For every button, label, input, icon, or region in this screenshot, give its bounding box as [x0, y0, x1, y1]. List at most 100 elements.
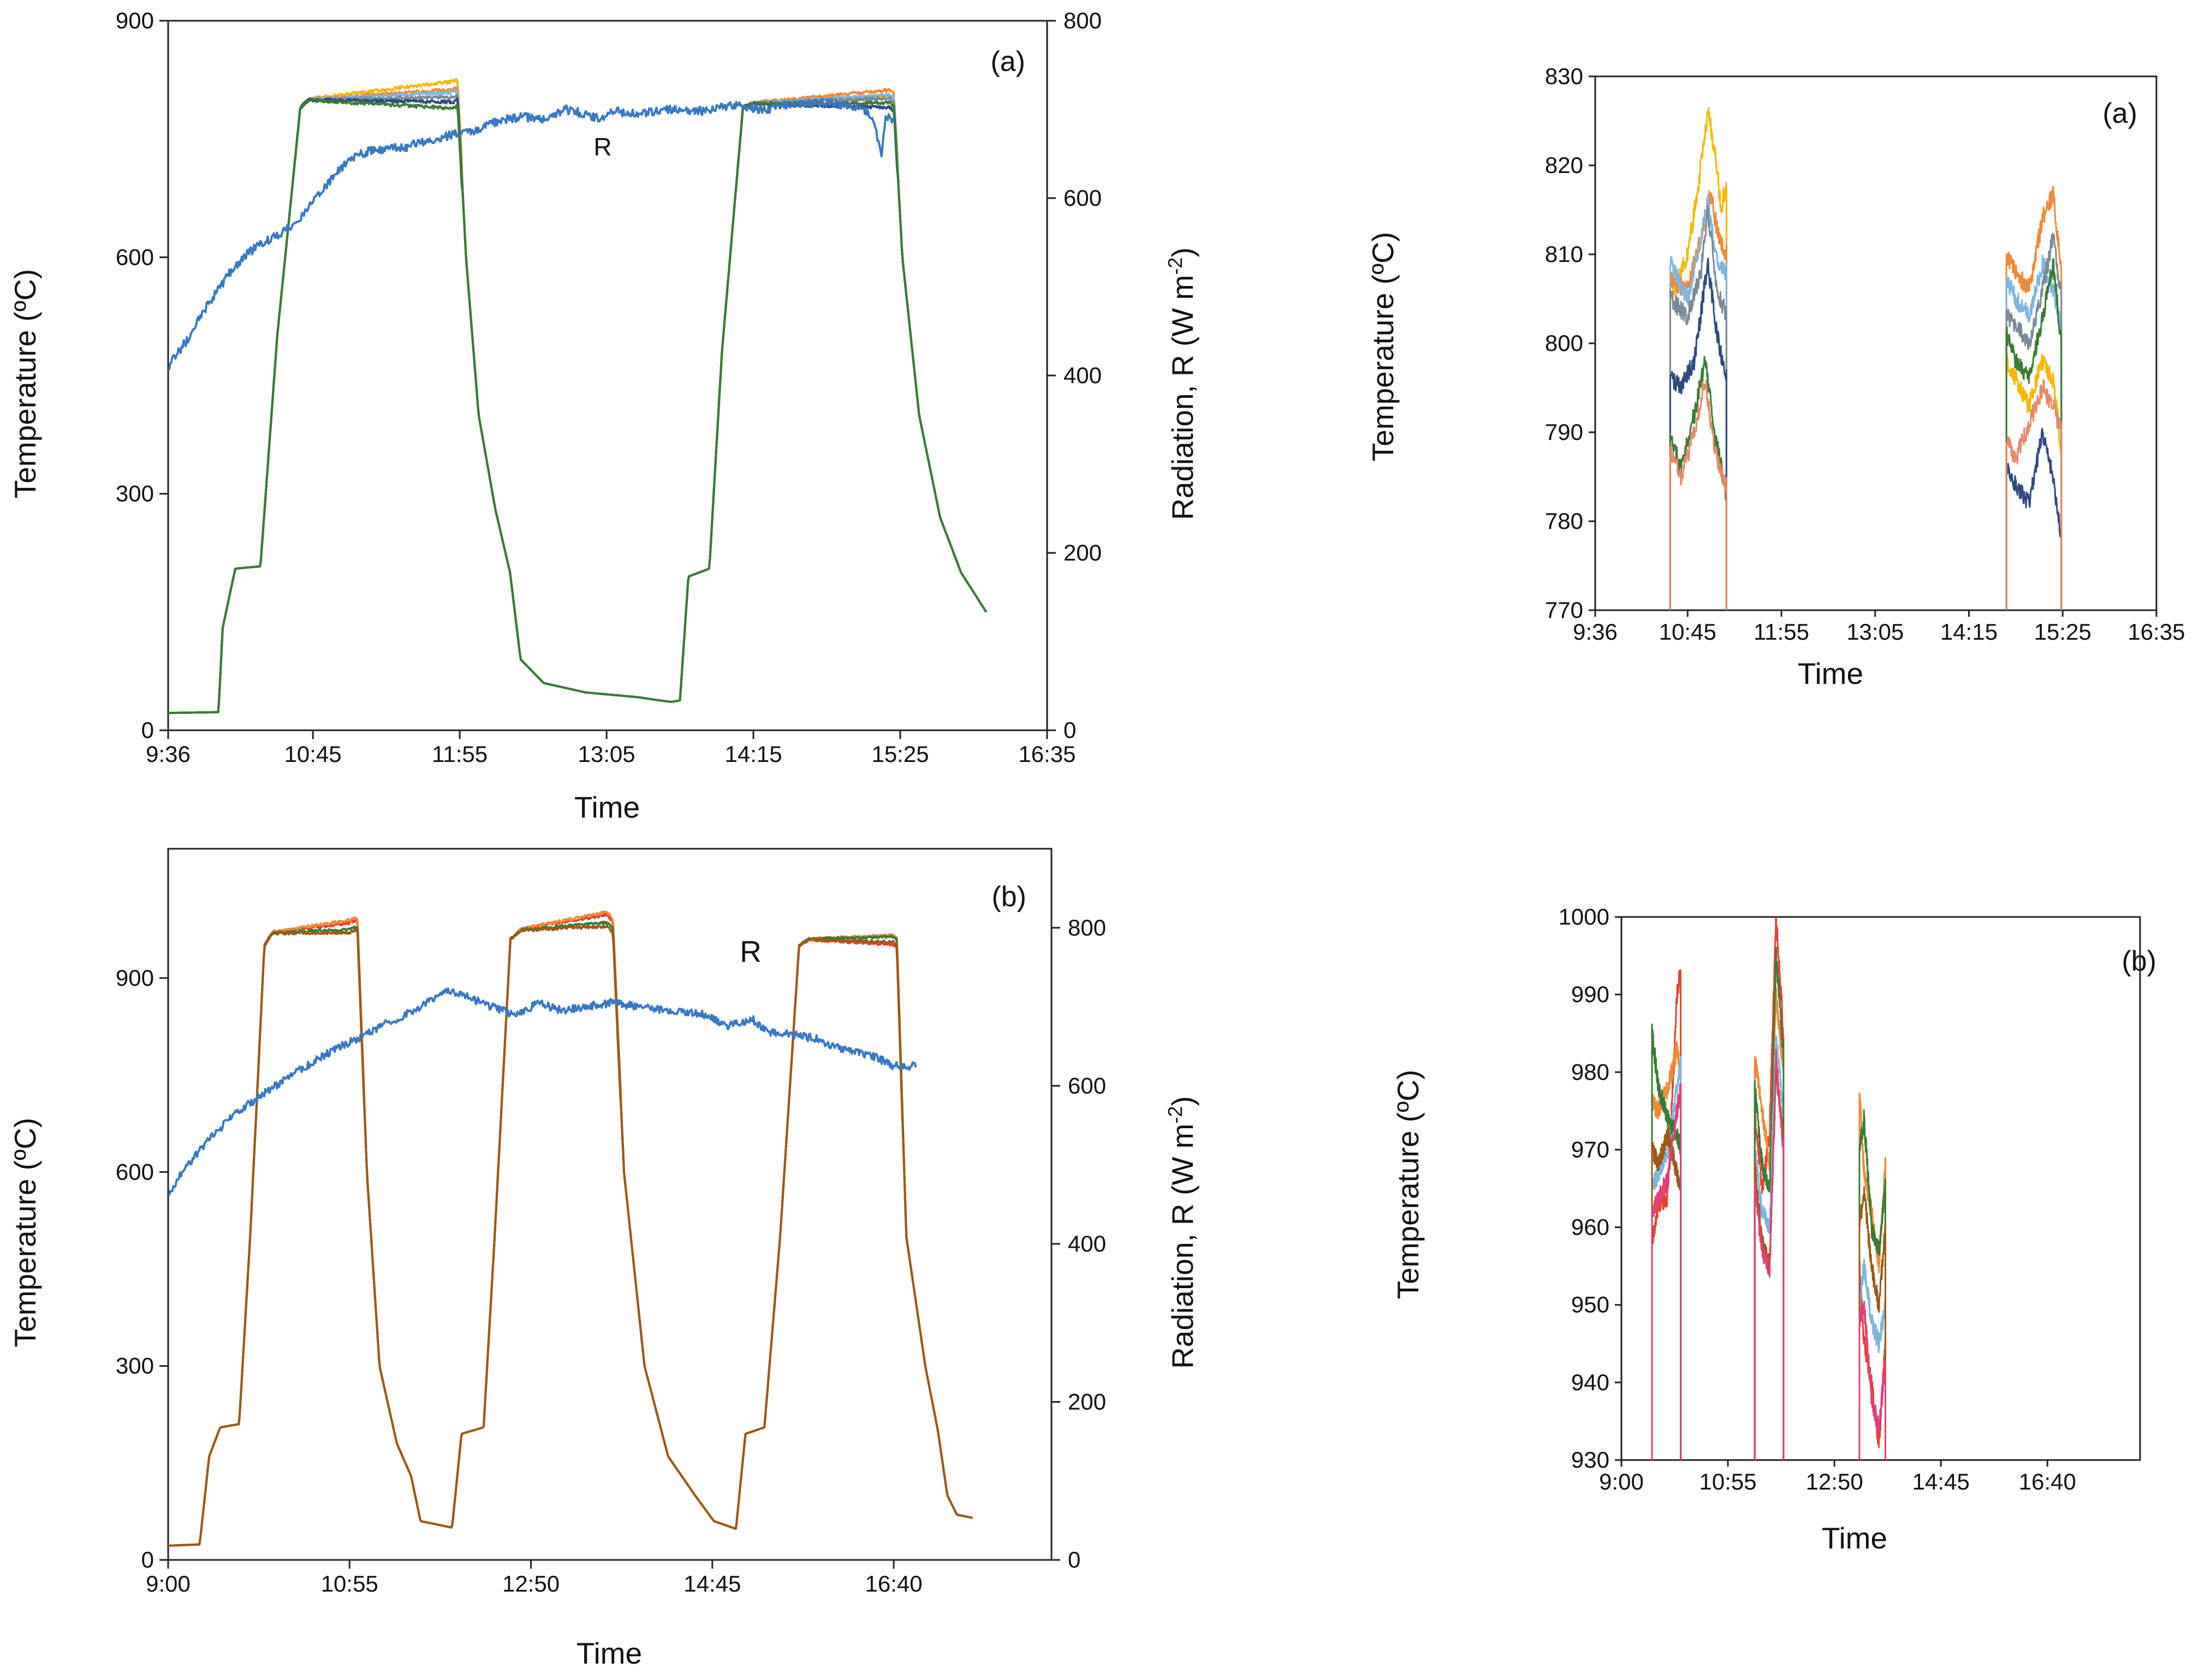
a-zoom-ytick-label: 790	[1545, 419, 1583, 445]
b-main-y2tick-label: 400	[1068, 1231, 1106, 1256]
a-zoom-series-line-lightblue	[1669, 194, 2063, 610]
a-main-ytick-label: 600	[116, 244, 154, 270]
a-zoom-ytick-label: 770	[1545, 597, 1583, 623]
a-zoom-xtick-label: 16:35	[2127, 619, 2185, 645]
b-zoom-ytick-label: 970	[1571, 1136, 1609, 1162]
b-main-y2label: Radiation, R (W m-2)	[1164, 1096, 1199, 1369]
b-main-marks: 9:00 10:55 12:50 14:45 16:40 0 300 600 900 0 200 40…	[116, 848, 1106, 1596]
a-zoom-ytick-label: 820	[1545, 152, 1583, 178]
a-zoom-series-line-navy	[1669, 257, 2063, 610]
b-zoom-xtick-label: 12:50	[1806, 1469, 1863, 1494]
chart-a-zoom: Time Temperature (ºC) (a)	[1366, 98, 2137, 690]
b-zoom-xtick-label: 10:55	[1699, 1469, 1757, 1494]
b-zoom-series-line-lightblue	[1651, 1035, 1886, 1460]
b-main-y2label-close: )	[1166, 1096, 1199, 1106]
a-zoom-ytick-label: 800	[1545, 330, 1583, 356]
b-main-radiation-line	[168, 987, 917, 1197]
a-zoom-ytick-label: 830	[1545, 63, 1583, 89]
b-zoom-xtick-label: 9:00	[1599, 1469, 1644, 1494]
a-zoom-series-group	[1669, 107, 2063, 610]
chart-b-main: Time Temperature (ºC) Radiation, R (W m-…	[8, 881, 1199, 1670]
b-main-ylabel: Temperature (ºC)	[8, 1118, 42, 1347]
a-zoom-xtick-label: 11:55	[1754, 619, 1809, 645]
b-main-temperature-line-brown	[168, 924, 973, 1547]
a-main-y2tick-label: 400	[1063, 362, 1102, 388]
a-main-y2tick-label: 800	[1063, 8, 1102, 33]
a-zoom-ylabel: Temperature (ºC)	[1366, 232, 1400, 461]
a-main-xtick-label: 16:35	[1018, 741, 1075, 767]
b-zoom-ytick-label: 960	[1571, 1214, 1609, 1240]
a-zoom-series-line-salmon	[1669, 379, 2063, 610]
b-zoom-ytick-label: 930	[1571, 1447, 1609, 1473]
a-main-ylabel: Temperature (ºC)	[8, 269, 42, 498]
b-zoom-ytick-label: 1000	[1559, 904, 1609, 930]
b-zoom-ytick-label: 940	[1571, 1369, 1609, 1395]
b-main-panel-label: (b)	[991, 881, 1026, 913]
a-zoom-ytick-label: 810	[1545, 241, 1583, 267]
b-main-ytick-label: 600	[116, 1159, 154, 1184]
b-main-y2tick-label: 600	[1068, 1073, 1106, 1098]
a-main-series-group	[168, 78, 988, 714]
chart-a-main: Time Temperature (ºC) Radiation, R (W m-…	[8, 46, 1199, 824]
b-zoom-ytick-label: 990	[1571, 981, 1609, 1007]
b-zoom-ytick-label: 950	[1571, 1292, 1609, 1318]
a-main-y2tick-label: 200	[1063, 540, 1102, 565]
a-main-marks: 9:36 10:45 11:55 13:05 14:15 15:25 16:35030060…	[116, 8, 1102, 767]
b-zoom-ytick-label: 980	[1571, 1059, 1609, 1085]
b-main-y2label-main: Radiation, R (W m	[1166, 1124, 1199, 1369]
a-main-xlabel: Time	[574, 790, 640, 824]
b-zoom-xlabel: Time	[1822, 1521, 1887, 1555]
a-main-y2label-close: )	[1166, 247, 1199, 257]
a-main-radiation-line	[168, 98, 895, 371]
b-main-plot-frame	[167, 848, 1053, 1561]
b-zoom-xtick-label: 14:45	[1912, 1469, 1970, 1494]
a-zoom-series-line-yellow	[1669, 107, 2063, 610]
a-main-ytick-label: 300	[116, 481, 154, 507]
b-zoom-ylabel: Temperature (ºC)	[1391, 1070, 1425, 1299]
b-main-y2tick-label: 800	[1068, 915, 1106, 940]
b-main-ytick-label: 0	[141, 1547, 154, 1572]
b-main-xtick-label: 16:40	[865, 1571, 923, 1596]
a-main-ytick-label: 0	[141, 717, 154, 743]
b-main-ytick-label: 900	[116, 965, 154, 991]
a-main-xtick-label: 15:25	[871, 741, 929, 767]
b-main-y2tick-label: 0	[1068, 1547, 1080, 1572]
b-zoom-xtick-label: 16:40	[2019, 1469, 2076, 1494]
a-main-y2label-main: Radiation, R (W m	[1166, 275, 1199, 520]
b-main-y2label-sup: -2	[1164, 1106, 1186, 1124]
a-main-y2tick-label: 0	[1063, 717, 1076, 743]
a-main-xtick-label: 11:55	[432, 741, 488, 767]
a-zoom-xtick-label: 9:36	[1573, 619, 1618, 645]
b-zoom-series-line-green	[1651, 946, 1886, 1460]
a-zoom-ytick-label: 780	[1545, 508, 1583, 534]
a-zoom-xlabel: Time	[1798, 657, 1863, 690]
a-main-xtick-label: 13:05	[578, 741, 635, 767]
b-main-xtick-label: 14:45	[684, 1571, 741, 1596]
chart-b-zoom: Time Temperature (ºC) (b)	[1391, 945, 2156, 1555]
b-zoom-series-line-pink	[1651, 1048, 1886, 1460]
a-main-panel-label: (a)	[990, 46, 1025, 78]
a-zoom-panel-label: (a)	[2102, 98, 2137, 129]
b-main-series-group	[168, 910, 973, 1547]
a-zoom-series-line-gray	[1669, 205, 2063, 610]
b-main-xtick-label: 10:55	[321, 1571, 378, 1596]
a-zoom-xtick-label: 10:45	[1659, 619, 1716, 645]
b-zoom-marks: 9:00 10:55 12:50 14:45 16:40 930 940 950 960 970 9…	[1559, 904, 2141, 1494]
b-main-xtick-label: 9:00	[146, 1571, 191, 1596]
b-main-xlabel: Time	[577, 1636, 642, 1670]
a-zoom-marks: 9:36 10:45 11:55 13:05 14:15 15:25 16:35 770 780…	[1545, 63, 2185, 645]
a-zoom-xtick-label: 13:05	[1846, 619, 1904, 645]
b-main-xtick-label: 12:50	[502, 1571, 560, 1596]
a-zoom-xtick-label: 14:15	[1940, 619, 1998, 645]
a-main-ytick-label: 900	[116, 8, 154, 33]
a-main-y2label-sup: -2	[1164, 258, 1186, 275]
b-main-annotation: R	[740, 934, 762, 968]
b-zoom-series-group	[1651, 917, 1886, 1460]
a-main-annotation: R	[593, 133, 611, 161]
b-zoom-panel-label: (b)	[2121, 945, 2156, 977]
a-zoom-xtick-label: 15:25	[2034, 619, 2091, 645]
a-main-xtick-label: 10:45	[284, 741, 342, 767]
b-main-ytick-label: 300	[116, 1353, 154, 1379]
